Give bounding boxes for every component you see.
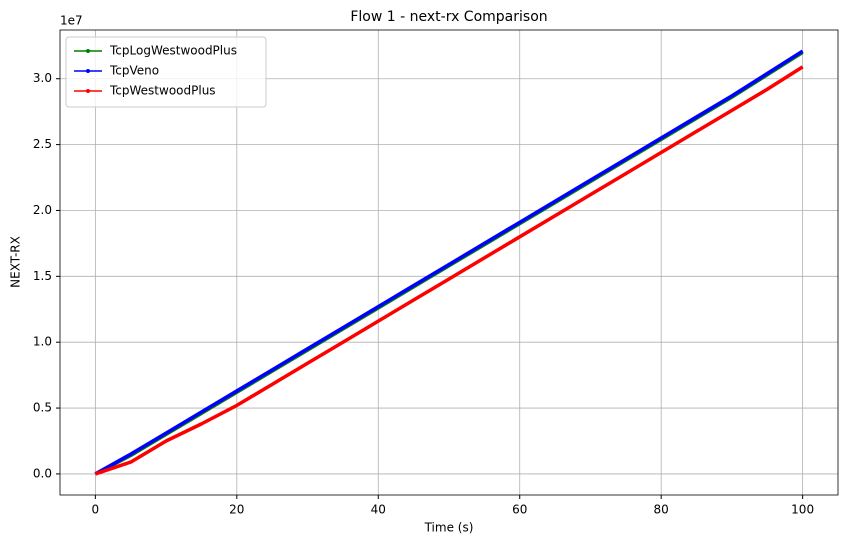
y-tick-label: 0.0: [33, 466, 52, 480]
legend-box: [65, 36, 267, 108]
x-tick-label: 60: [512, 503, 527, 517]
y-tick-label: 2.0: [33, 203, 52, 217]
y-tick-label: 0.5: [33, 401, 52, 415]
y-tick-label: 3.0: [33, 71, 52, 85]
y-tick-label: 1.0: [33, 335, 52, 349]
x-axis-label: Time (s): [424, 521, 474, 535]
series-line: [94, 65, 804, 476]
series-line: [94, 49, 804, 476]
x-tick-label: 40: [371, 503, 386, 517]
x-tick-label: 100: [791, 503, 814, 517]
y-tick-label: 1.5: [33, 269, 52, 283]
legend-label: TcpLogWestwoodPlus: [109, 44, 237, 58]
legend-marker: [86, 49, 90, 53]
legend-marker: [86, 69, 90, 73]
legend-label: TcpWestwoodPlus: [109, 84, 216, 98]
y-axis-label: NEXT-RX: [9, 236, 23, 288]
plot-frame: [59, 29, 839, 496]
chart-title: Flow 1 - next-rx Comparison: [350, 9, 547, 25]
y-tick-label: 2.5: [33, 137, 52, 151]
x-tick-label: 80: [654, 503, 669, 517]
x-tick-label: 0: [92, 503, 100, 517]
legend-marker: [86, 89, 90, 93]
x-tick-label: 20: [229, 503, 244, 517]
legend-label: TcpVeno: [109, 64, 159, 78]
y-offset-label: 1e7: [60, 14, 83, 28]
